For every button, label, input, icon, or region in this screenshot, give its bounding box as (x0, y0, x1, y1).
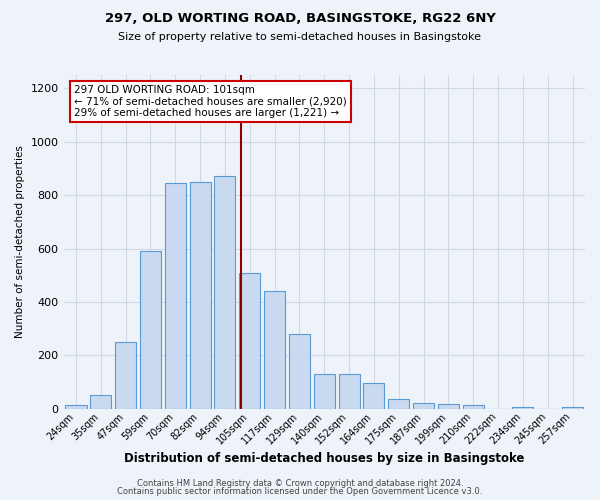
Text: 297 OLD WORTING ROAD: 101sqm
← 71% of semi-detached houses are smaller (2,920)
2: 297 OLD WORTING ROAD: 101sqm ← 71% of se… (74, 85, 347, 118)
Bar (338, 374, 359, 408)
Bar (115, 342, 136, 408)
Bar (65, 406, 86, 408)
Bar (512, 406, 533, 408)
Bar (438, 404, 459, 408)
Bar (289, 334, 310, 408)
Bar (214, 176, 235, 408)
Bar (413, 403, 434, 408)
Bar (463, 404, 484, 408)
Bar (264, 291, 285, 408)
Bar (190, 182, 211, 408)
Bar (388, 400, 409, 408)
Bar (165, 183, 186, 408)
Bar (90, 395, 112, 408)
Bar (314, 374, 335, 408)
X-axis label: Distribution of semi-detached houses by size in Basingstoke: Distribution of semi-detached houses by … (124, 452, 524, 465)
Y-axis label: Number of semi-detached properties: Number of semi-detached properties (15, 146, 25, 338)
Bar (239, 272, 260, 408)
Bar (562, 406, 583, 408)
Text: Size of property relative to semi-detached houses in Basingstoke: Size of property relative to semi-detach… (119, 32, 482, 42)
Text: Contains public sector information licensed under the Open Government Licence v3: Contains public sector information licen… (118, 487, 482, 496)
Bar (364, 384, 385, 408)
Text: Contains HM Land Registry data © Crown copyright and database right 2024.: Contains HM Land Registry data © Crown c… (137, 478, 463, 488)
Bar (140, 251, 161, 408)
Text: 297, OLD WORTING ROAD, BASINGSTOKE, RG22 6NY: 297, OLD WORTING ROAD, BASINGSTOKE, RG22… (104, 12, 496, 26)
